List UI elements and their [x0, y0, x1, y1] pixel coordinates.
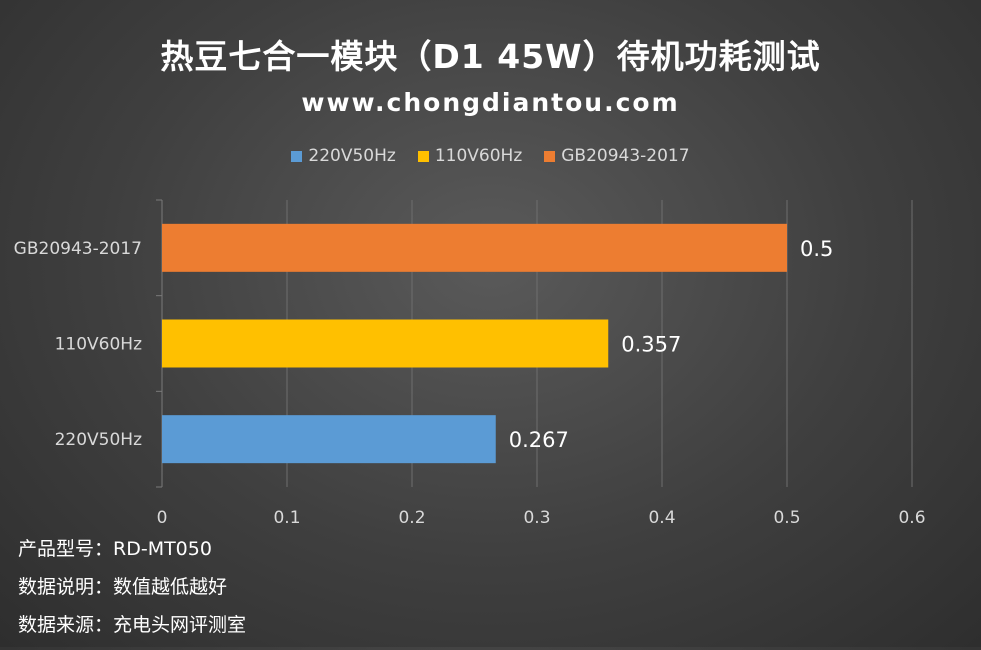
x-tick-label: 0	[157, 508, 168, 528]
legend-swatch-110v	[417, 150, 429, 162]
legend: 220V50Hz 110V60Hz GB20943-2017	[0, 146, 981, 166]
category-label: 110V60Hz	[55, 335, 142, 355]
x-tick-label: 0.5	[773, 508, 800, 528]
x-tick-label: 0.4	[648, 508, 675, 528]
data-label: 0.267	[509, 428, 569, 452]
x-tick-label: 0.1	[273, 508, 300, 528]
legend-label-110v: 110V60Hz	[434, 146, 523, 166]
chart-subtitle: www.chongdiantou.com	[301, 88, 680, 117]
bar	[162, 223, 787, 272]
bar	[162, 415, 496, 464]
legend-label-gb: GB20943-2017	[561, 146, 690, 166]
note-description: 数据说明：数值越低越好	[18, 576, 228, 598]
bar	[162, 319, 609, 368]
legend-item-220v: 220V50Hz	[291, 146, 396, 166]
legend-label-220v: 220V50Hz	[308, 146, 396, 166]
category-label: GB20943-2017	[14, 239, 142, 259]
legend-swatch-gb	[544, 150, 556, 162]
legend-item-110v: 110V60Hz	[417, 146, 523, 166]
note-model: 产品型号：RD-MT050	[18, 538, 212, 560]
category-label: 220V50Hz	[55, 430, 142, 450]
x-tick-label: 0.2	[398, 508, 425, 528]
x-tick-label: 0.3	[523, 508, 550, 528]
notes: 产品型号：RD-MT050 数据说明：数值越低越好 数据来源：充电头网评测室	[18, 536, 246, 650]
data-label: 0.357	[621, 333, 681, 357]
legend-swatch-220v	[291, 150, 303, 162]
data-label: 0.5	[800, 237, 833, 261]
note-source: 数据来源：充电头网评测室	[18, 614, 247, 636]
x-tick-label: 0.6	[898, 508, 925, 528]
chart-title: 热豆七合一模块（D1 45W）待机功耗测试	[160, 37, 821, 76]
legend-item-gb: GB20943-2017	[544, 146, 690, 166]
